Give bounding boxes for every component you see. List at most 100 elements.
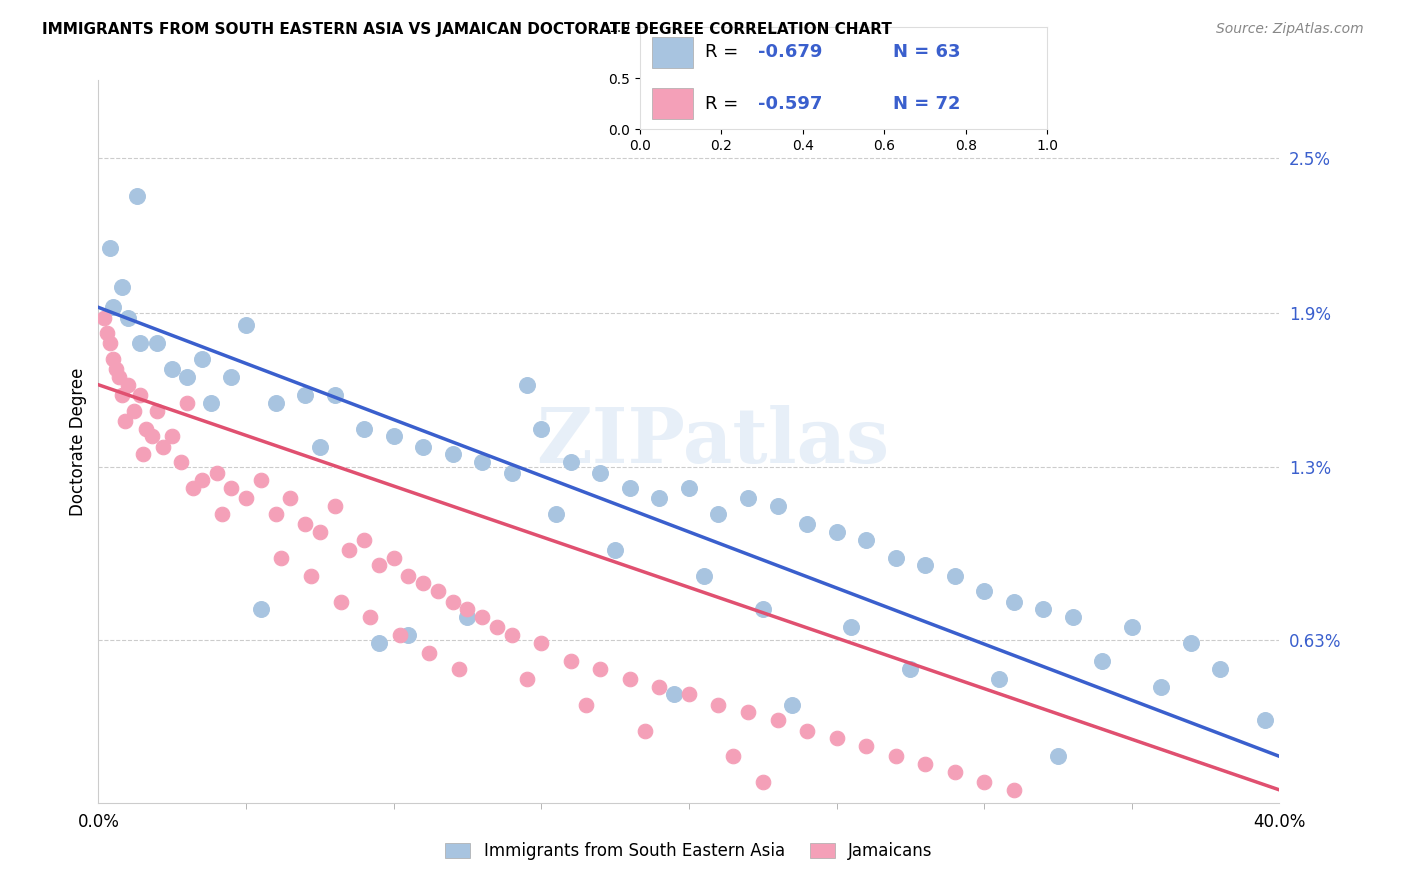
Point [766,713,789,727]
Point [235,491,257,506]
Point [1254,713,1277,727]
Point [141,429,163,443]
Point [117,310,139,325]
Point [589,662,612,676]
Text: ZIPatlas: ZIPatlas [536,405,889,478]
Point [98,241,121,255]
Point [707,698,730,712]
Point [205,466,228,480]
Point [575,698,598,712]
Point [825,524,848,539]
Point [162,362,183,376]
Point [309,440,332,454]
Point [501,628,523,642]
Point [128,336,150,351]
Point [914,757,936,772]
Point [605,542,627,557]
Point [221,370,243,384]
Point [191,473,214,487]
Point [1121,620,1143,634]
Point [135,422,157,436]
Point [825,731,848,746]
Point [398,568,420,582]
Point [170,455,193,469]
Point [1209,662,1232,676]
Point [737,706,759,720]
Point [737,491,759,506]
Point [152,440,174,454]
Point [117,377,139,392]
Point [353,422,375,436]
Point [250,473,273,487]
Point [146,336,169,351]
Point [766,499,789,513]
Point [309,524,332,539]
Point [128,388,150,402]
Point [323,388,346,402]
Point [270,550,292,565]
Point [200,396,222,410]
Point [589,466,612,480]
Point [648,491,671,506]
Point [723,749,745,764]
Point [211,507,233,521]
Point [221,481,243,495]
Point [132,447,155,461]
Point [471,610,494,624]
Point [619,481,641,495]
Point [1062,610,1084,624]
Point [648,680,671,694]
Point [1032,602,1054,616]
Point [457,610,479,624]
Point [329,594,352,608]
Point [162,429,183,443]
Text: -0.679: -0.679 [758,44,823,62]
Legend: Immigrants from South Eastern Asia, Jamaicans: Immigrants from South Eastern Asia, Jama… [439,836,939,867]
Point [122,403,145,417]
Bar [652,88,693,119]
Point [1091,654,1114,668]
Point [398,628,420,642]
Point [280,491,302,506]
Point [516,672,538,686]
Point [264,507,287,521]
Point [111,279,134,293]
Point [664,687,686,701]
Point [973,584,995,599]
Point [546,507,568,521]
Point [914,558,936,573]
Point [339,542,361,557]
Point [368,558,391,573]
Point [108,370,131,384]
Point [191,351,214,366]
Point [264,396,287,410]
Point [359,610,381,624]
Point [1180,636,1202,650]
Point [114,414,136,428]
Point [1002,594,1025,608]
Point [146,403,169,417]
Point [752,602,775,616]
Point [855,739,877,753]
Point [323,499,346,513]
Text: IMMIGRANTS FROM SOUTH EASTERN ASIA VS JAMAICAN DOCTORATE DEGREE CORRELATION CHAR: IMMIGRANTS FROM SOUTH EASTERN ASIA VS JA… [42,22,891,37]
Point [634,723,657,738]
Point [299,568,322,582]
Point [796,517,818,532]
Point [125,189,148,203]
Point [427,584,450,599]
Point [98,336,121,351]
Point [441,447,464,461]
Text: R =: R = [704,44,744,62]
Point [841,620,863,634]
Point [457,602,479,616]
Point [235,318,257,333]
Point [111,388,134,402]
Point [382,550,405,565]
Point [1047,749,1070,764]
Point [103,301,125,315]
Text: R =: R = [704,95,744,112]
Point [501,466,523,480]
Point [382,429,405,443]
Point [693,568,716,582]
